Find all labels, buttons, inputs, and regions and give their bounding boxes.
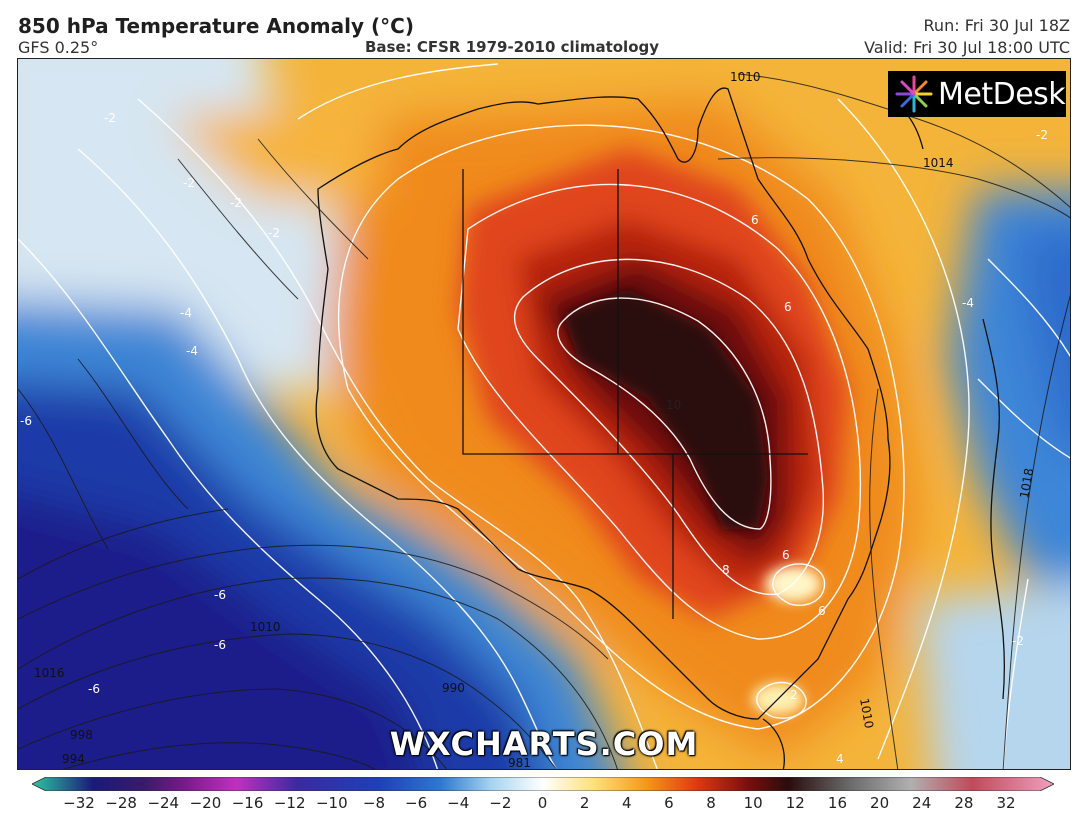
metdesk-logo-text: MetDesk <box>938 76 1066 112</box>
model-label: GFS 0.25° <box>18 38 99 57</box>
isobar-label: 1018 <box>1017 467 1036 500</box>
colorbar-tick-label: 12 <box>785 794 805 812</box>
colorbar-tick-label: 28 <box>954 794 974 812</box>
isobar-label: 1016 <box>34 666 65 680</box>
anomaly-label: 10 <box>666 398 681 412</box>
colorbar-tick-label: −8 <box>362 794 386 812</box>
isobar-label: 990 <box>442 681 465 695</box>
metdesk-burst-logo-icon <box>895 75 933 113</box>
colorbar-tick-label: 2 <box>579 794 590 812</box>
anomaly-label: -6 <box>214 588 226 602</box>
anomaly-label: -4 <box>180 306 192 320</box>
colorbar-tick-label: −6 <box>405 794 428 812</box>
colorbar-tick-label: −2 <box>489 794 512 812</box>
anomaly-label: 6 <box>782 548 790 562</box>
anomaly-label: 6 <box>784 300 792 314</box>
colorbar <box>32 777 1054 791</box>
chart-title: 850 hPa Temperature Anomaly (°C) <box>18 14 414 38</box>
colorbar-tick-label: 6 <box>664 794 674 812</box>
isobar-label: 981 <box>508 756 531 770</box>
isobar-label: 998 <box>70 728 93 742</box>
isobars <box>18 73 1070 769</box>
anomaly-label: -2 <box>104 111 116 125</box>
colorbar-tick-label: −20 <box>189 794 222 812</box>
anomaly-label: 2 <box>790 688 798 702</box>
isobar-label: 1010 <box>857 697 876 730</box>
anomaly-label: -2 <box>1012 634 1024 648</box>
isobar-labels: 1010 1014 1018 1010 990 1016 998 994 981… <box>34 70 1036 770</box>
colorbar-tick-label: −28 <box>105 794 137 812</box>
anomaly-labels: 10 8 6 6 6 -2 -2 -2 -2 -4 -4 -6 -6 -6 -6… <box>20 111 1048 766</box>
anomaly-map: 1010 1014 1018 1010 990 1016 998 994 981… <box>17 58 1071 770</box>
colorbar-tick-label: −12 <box>273 794 306 812</box>
colorbar-tick-label: 4 <box>621 794 632 812</box>
isobar-label: 994 <box>62 752 85 766</box>
metdesk-logo: MetDesk <box>888 71 1066 117</box>
colorbar-tick-label: 32 <box>996 794 1016 812</box>
colorbar-tick-label: −10 <box>315 794 348 812</box>
colorbar-tick-label: 8 <box>706 794 716 812</box>
wxcharts-watermark: WXCHARTS.COM <box>389 725 699 763</box>
colorbar-tick-label: −4 <box>447 794 470 812</box>
colorbar-tick-label: 16 <box>827 794 847 812</box>
colorbar-tick-label: −32 <box>63 794 95 812</box>
colorbar-tick-label: −24 <box>147 794 180 812</box>
isobar-label: 1014 <box>923 156 954 170</box>
colorbar-tick-label: −16 <box>231 794 264 812</box>
anomaly-label: -2 <box>1036 128 1048 142</box>
colorbar-tick-label: 0 <box>537 794 548 812</box>
map-canvas: 1010 1014 1018 1010 990 1016 998 994 981… <box>18 59 1070 770</box>
anomaly-label: 8 <box>722 563 730 577</box>
colorbar-ticks: −32 −28 −24 −20 −16 −12 −10 −8 −6 −4 −2 0 2 4 6 8 10 12 16… <box>0 794 1088 818</box>
anomaly-label: -2 <box>268 226 280 240</box>
isobar-label: 1010 <box>250 620 281 634</box>
anomaly-label: 6 <box>818 604 826 618</box>
anomaly-label: -2 <box>230 196 242 210</box>
anomaly-label: -4 <box>186 344 198 358</box>
base-climatology-label: Base: CFSR 1979-2010 climatology <box>365 38 660 56</box>
anomaly-label: -6 <box>88 682 100 696</box>
anomaly-label: 6 <box>751 213 759 227</box>
anomaly-label: -6 <box>214 638 226 652</box>
valid-time-label: Valid: Fri 30 Jul 18:00 UTC <box>864 38 1070 57</box>
colorbar-tick-label: 20 <box>870 794 890 812</box>
run-time-label: Run: Fri 30 Jul 18Z <box>923 16 1070 35</box>
colorbar-gradient <box>32 777 1054 791</box>
anomaly-label: 4 <box>836 752 844 766</box>
anomaly-label: -2 <box>183 176 195 190</box>
anomaly-label: -6 <box>20 414 32 428</box>
colorbar-tick-label: 24 <box>912 794 932 812</box>
anomaly-label: -4 <box>962 296 974 310</box>
colorbar-tick-label: 10 <box>743 794 763 812</box>
isobar-label: 1010 <box>730 70 761 84</box>
